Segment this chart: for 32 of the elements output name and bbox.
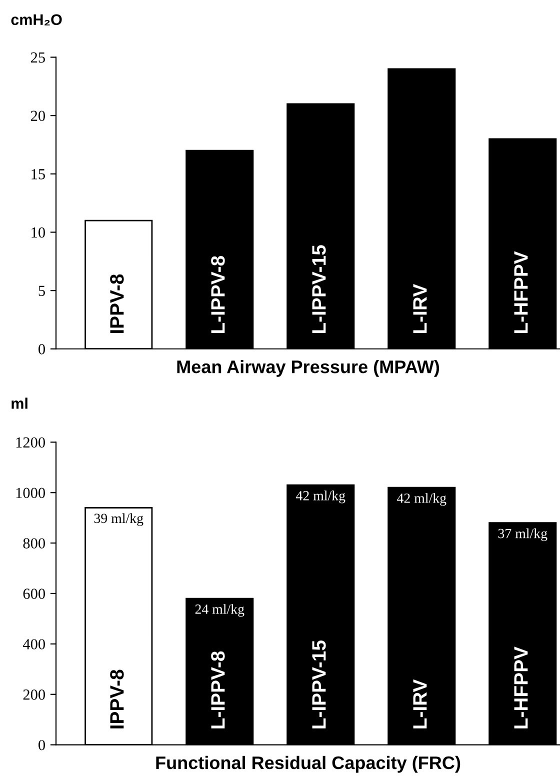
y-tick-label: 800: [23, 538, 45, 548]
annotation: 39 ml/kg: [94, 513, 144, 526]
y-tick-label: 20: [30, 110, 45, 122]
y-tick-label: 0: [38, 344, 45, 354]
y-tick-label: 0: [38, 740, 45, 750]
x-axis-title: Functional Residual Capacity (FRC): [156, 756, 460, 773]
x-tick-label: L-IRV: [413, 284, 427, 333]
annotation: 37 ml/kg: [498, 528, 548, 542]
x-tick-label: L-IPPV-8: [211, 651, 225, 728]
y-tick-label: 400: [22, 639, 45, 650]
y-tick-label: 600: [23, 588, 45, 599]
x-tick-label: IPPV-8: [110, 274, 124, 333]
y-tick-label: 10: [32, 227, 45, 238]
y-tick-label: 200: [23, 690, 45, 700]
x-tick-label: L-IPPV-8: [211, 256, 225, 333]
y-tick-label: 1200: [16, 437, 45, 448]
x-tick-label: L-HFPPV: [514, 646, 528, 728]
annotation: 42 ml/kg: [296, 490, 346, 504]
x-tick-label: L-IRV: [413, 679, 427, 728]
y-tick-label: 5: [38, 286, 45, 296]
annotation: 42 ml/kg: [397, 493, 446, 506]
y-tick-label: 1000: [16, 488, 45, 498]
y-tick-label: 15: [32, 169, 45, 180]
annotation: 24 ml/kg: [195, 604, 244, 617]
y-axis-title: cmH₂O: [11, 14, 62, 26]
x-tick-label: L-IPPV-15: [312, 245, 326, 333]
y-tick-label: 25: [30, 52, 45, 63]
x-tick-label: L-IPPV-15: [312, 640, 326, 728]
x-tick-label: L-HFPPV: [514, 251, 528, 333]
x-tick-label: IPPV-8: [110, 670, 124, 728]
x-axis-title: Mean Airway Pressure (MPAW): [177, 360, 440, 377]
y-axis-title: ml: [12, 398, 28, 409]
